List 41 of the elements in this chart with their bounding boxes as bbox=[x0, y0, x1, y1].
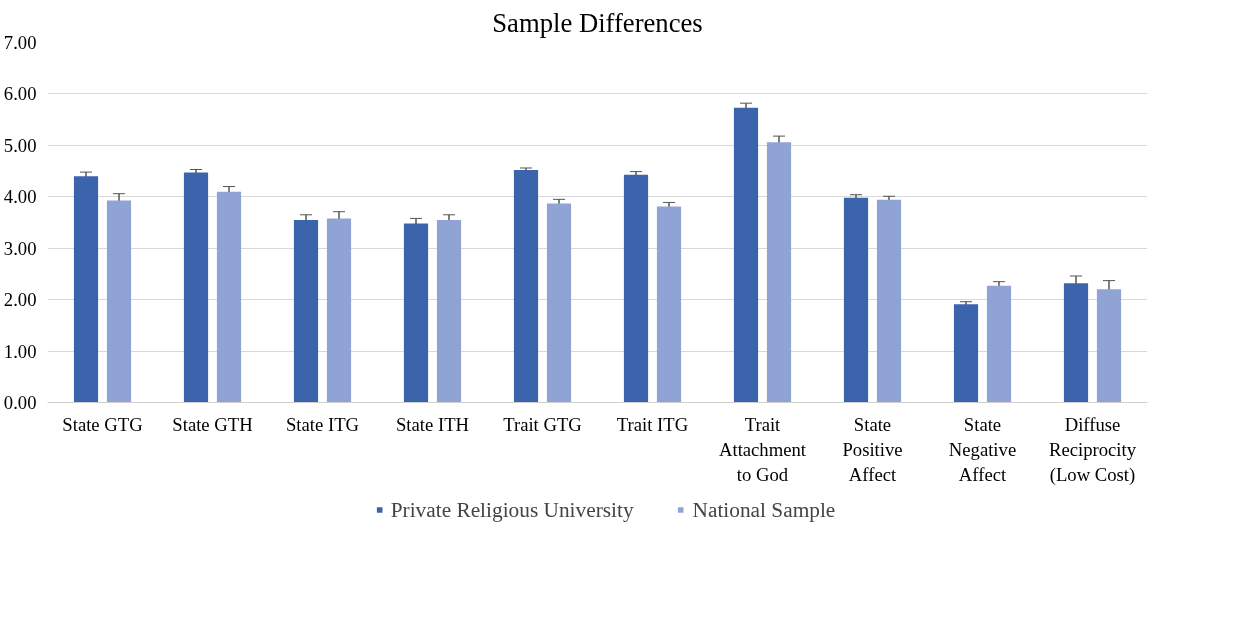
x-tick-label: State GTH bbox=[172, 413, 253, 435]
bar bbox=[766, 142, 792, 403]
y-tick-label: 7.00 bbox=[3, 32, 37, 53]
y-tick-label: 1.00 bbox=[3, 340, 37, 362]
x-tick-label: Diffuse Reciprocity (Low Cost) bbox=[1048, 413, 1137, 486]
y-tick-label: 3.00 bbox=[3, 237, 37, 259]
bar bbox=[513, 170, 539, 403]
bar bbox=[986, 285, 1012, 403]
bar bbox=[1096, 289, 1122, 403]
bar bbox=[876, 199, 902, 403]
y-tick-label: 6.00 bbox=[3, 83, 37, 105]
bar bbox=[403, 223, 429, 403]
bar bbox=[436, 219, 462, 403]
bar bbox=[1063, 283, 1089, 403]
x-tick-label: State ITG bbox=[285, 413, 360, 435]
bar bbox=[953, 304, 979, 403]
bar bbox=[73, 176, 99, 403]
chart-title: Sample Differences bbox=[492, 7, 703, 38]
bar bbox=[216, 191, 242, 403]
y-tick-label: 5.00 bbox=[3, 134, 37, 156]
x-tick-label: Trait GTG bbox=[503, 413, 582, 435]
bar bbox=[326, 218, 352, 403]
bar bbox=[183, 172, 209, 403]
x-tick-label: Trait Attachment to God bbox=[718, 413, 807, 485]
x-tick-label: State Negative Affect bbox=[948, 413, 1017, 485]
x-tick-label: State Positive Affect bbox=[842, 413, 903, 485]
x-tick-label: State ITH bbox=[395, 413, 470, 435]
y-tick-label: 2.00 bbox=[3, 289, 37, 311]
x-tick-label: State GTG bbox=[62, 413, 143, 435]
legend-label: Private Religious University bbox=[390, 497, 634, 522]
bar bbox=[106, 200, 132, 403]
legend-label: National Sample bbox=[692, 497, 836, 522]
bar bbox=[293, 219, 319, 403]
bar bbox=[843, 197, 869, 403]
y-tick-label: 4.00 bbox=[3, 186, 37, 208]
bar bbox=[623, 174, 649, 403]
bar bbox=[546, 203, 572, 403]
y-tick-label: 0.00 bbox=[3, 392, 37, 413]
bar bbox=[733, 107, 759, 403]
x-tick-label: Trait ITG bbox=[616, 413, 689, 435]
bar bbox=[656, 206, 682, 403]
